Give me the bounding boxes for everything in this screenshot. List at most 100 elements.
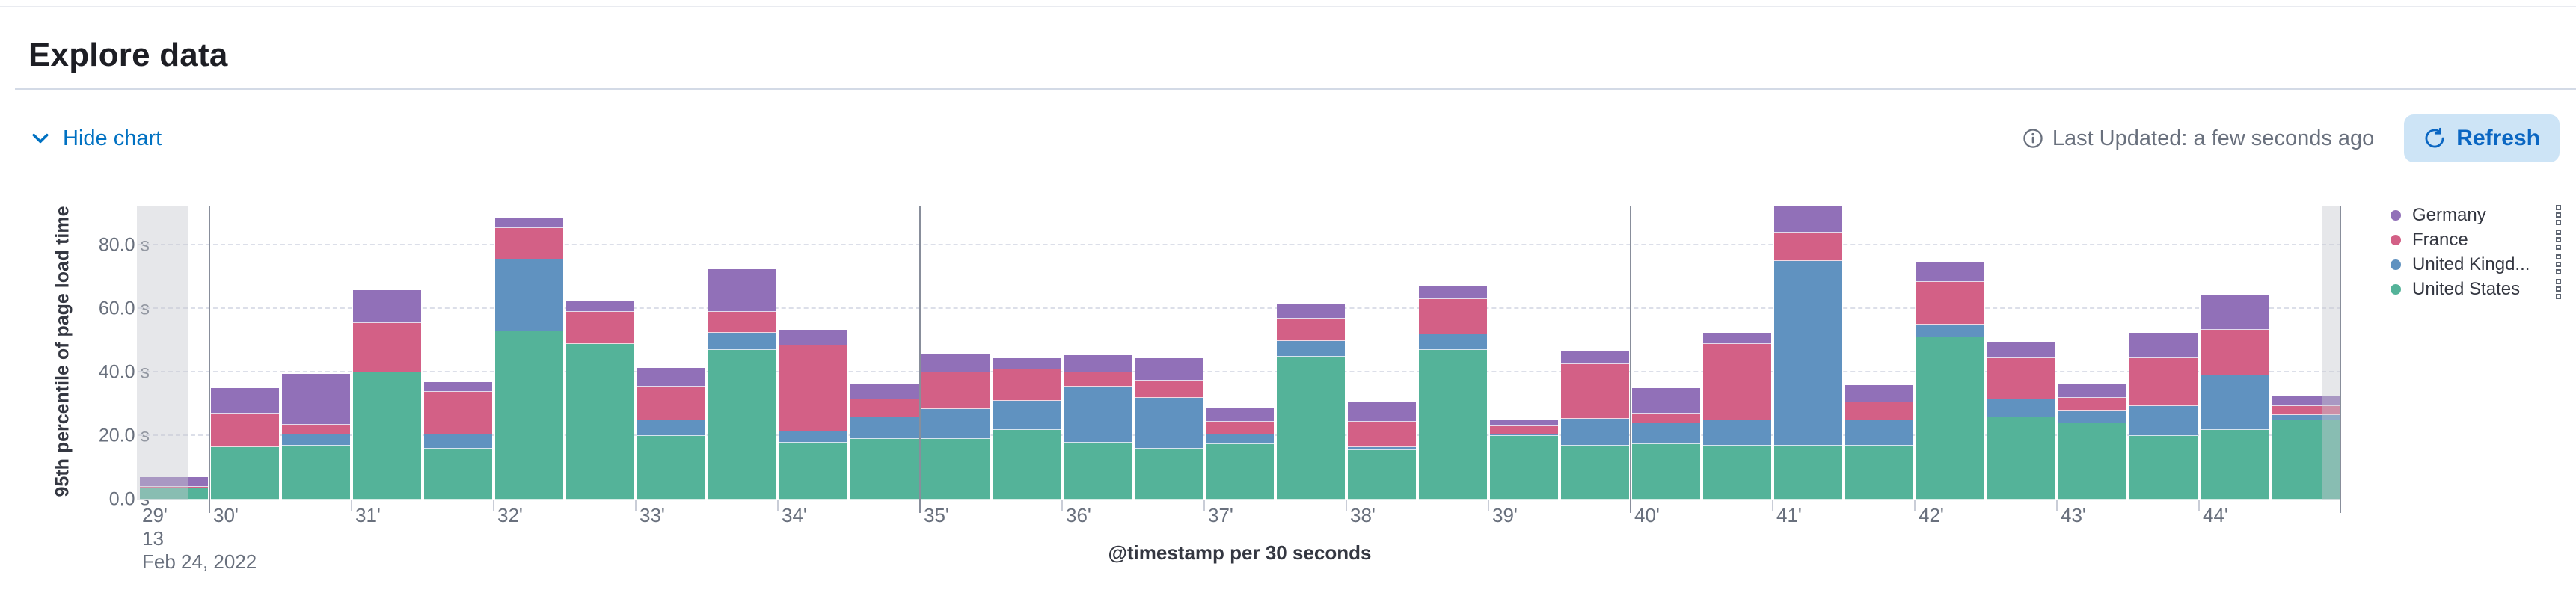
bar-segment-uk[interactable] — [1348, 446, 1416, 451]
bar-segment-fr[interactable] — [2129, 357, 2198, 406]
bar-segment-de[interactable] — [1916, 262, 1984, 282]
bar-segment-us[interactable] — [993, 429, 1061, 500]
legend-item[interactable]: United Kingd... — [2391, 252, 2563, 277]
bar-segment-fr[interactable] — [921, 372, 990, 409]
stacked-bar[interactable] — [1064, 354, 1132, 500]
bar-segment-us[interactable] — [2201, 429, 2269, 500]
bar-segment-us[interactable] — [1490, 436, 1558, 500]
bar-segment-fr[interactable] — [1490, 426, 1558, 434]
legend-actions-icon[interactable] — [2554, 228, 2563, 251]
bar-segment-fr[interactable] — [1277, 318, 1345, 341]
bar-segment-fr[interactable] — [1064, 372, 1132, 387]
bar-segment-de[interactable] — [1703, 332, 1771, 344]
bar-segment-de[interactable] — [495, 218, 563, 228]
stacked-bar[interactable] — [1774, 206, 1842, 500]
bar-segment-uk[interactable] — [1206, 434, 1274, 444]
stacked-bar[interactable] — [2129, 332, 2198, 500]
bar-segment-uk[interactable] — [2058, 411, 2126, 424]
bar-segment-de[interactable] — [140, 477, 208, 488]
bar-segment-de[interactable] — [779, 329, 847, 345]
bar-segment-fr[interactable] — [1419, 299, 1487, 335]
bar-segment-us[interactable] — [1916, 337, 1984, 500]
stacked-bar[interactable] — [353, 289, 421, 500]
bar-segment-de[interactable] — [566, 301, 634, 313]
bar-segment-fr[interactable] — [566, 312, 634, 344]
stacked-bar[interactable] — [708, 269, 776, 500]
bar-segment-de[interactable] — [424, 381, 492, 392]
stacked-bar[interactable] — [921, 353, 990, 500]
bar-segment-fr[interactable] — [2272, 405, 2340, 416]
bar-segment-fr[interactable] — [708, 312, 776, 333]
bar-segment-us[interactable] — [1419, 350, 1487, 500]
bar-segment-de[interactable] — [2201, 294, 2269, 330]
legend-item[interactable]: United States — [2391, 277, 2563, 301]
bar-segment-us[interactable] — [140, 488, 208, 500]
stacked-bar[interactable] — [1845, 385, 1913, 500]
bar-segment-us[interactable] — [2129, 436, 2198, 500]
bar-segment-fr[interactable] — [1987, 357, 2055, 400]
hide-chart-toggle[interactable]: Hide chart — [30, 126, 162, 151]
bar-segment-uk[interactable] — [1277, 340, 1345, 357]
bar-segment-us[interactable] — [779, 442, 847, 500]
stacked-bar[interactable] — [850, 383, 919, 500]
bar-segment-uk[interactable] — [993, 401, 1061, 430]
bar-segment-de[interactable] — [637, 367, 705, 387]
bar-segment-us[interactable] — [1703, 445, 1771, 500]
bar-segment-de[interactable] — [1774, 206, 1842, 233]
bar-segment-us[interactable] — [921, 439, 990, 500]
bar-segment-fr[interactable] — [353, 323, 421, 373]
bar-segment-de[interactable] — [1561, 351, 1629, 365]
stacked-bar[interactable] — [1348, 402, 1416, 500]
stacked-bar[interactable] — [495, 218, 563, 500]
bar-segment-de[interactable] — [1845, 385, 1913, 403]
stacked-bar[interactable] — [1419, 286, 1487, 500]
legend-actions-icon[interactable] — [2554, 277, 2563, 301]
bar-segment-us[interactable] — [1064, 442, 1132, 500]
stacked-bar[interactable] — [779, 329, 847, 500]
stacked-bar[interactable] — [1916, 262, 1984, 500]
bar-segment-de[interactable] — [1135, 357, 1203, 381]
bar-segment-uk[interactable] — [1987, 399, 2055, 417]
bar-segment-de[interactable] — [211, 388, 279, 414]
stacked-bar[interactable] — [993, 357, 1061, 500]
bar-segment-de[interactable] — [1064, 354, 1132, 373]
stacked-bar[interactable] — [1632, 388, 1700, 500]
bar-segment-de[interactable] — [1419, 286, 1487, 300]
bar-segment-de[interactable] — [353, 289, 421, 324]
bar-segment-de[interactable] — [2272, 396, 2340, 406]
bar-segment-fr[interactable] — [779, 345, 847, 431]
bar-segment-de[interactable] — [921, 353, 990, 373]
bar-segment-uk[interactable] — [495, 259, 563, 331]
stacked-bar[interactable] — [424, 381, 492, 500]
bar-segment-us[interactable] — [1206, 443, 1274, 500]
bar-segment-de[interactable] — [1632, 388, 1700, 414]
stacked-bar[interactable] — [282, 374, 350, 500]
legend-actions-icon[interactable] — [2554, 253, 2563, 276]
bar-segment-us[interactable] — [211, 446, 279, 500]
bar-segment-fr[interactable] — [637, 387, 705, 420]
bar-segment-fr[interactable] — [2058, 398, 2126, 411]
bar-segment-uk[interactable] — [1490, 434, 1558, 437]
bar-segment-de[interactable] — [1277, 304, 1345, 319]
legend-actions-icon[interactable] — [2554, 203, 2563, 227]
bar-segment-fr[interactable] — [1632, 414, 1700, 424]
bar-segment-de[interactable] — [282, 374, 350, 425]
bar-segment-us[interactable] — [1632, 443, 1700, 500]
bar-segment-us[interactable] — [850, 439, 919, 500]
bar-segment-uk[interactable] — [2201, 375, 2269, 430]
bar-segment-us[interactable] — [708, 350, 776, 500]
bar-segment-uk[interactable] — [637, 420, 705, 437]
bar-segment-uk[interactable] — [921, 408, 990, 440]
bar-segment-us[interactable] — [424, 449, 492, 500]
bar-segment-uk[interactable] — [850, 417, 919, 440]
bar-segment-us[interactable] — [1348, 450, 1416, 500]
stacked-bar[interactable] — [211, 388, 279, 500]
bar-segment-fr[interactable] — [424, 391, 492, 434]
bar-segment-us[interactable] — [637, 436, 705, 500]
bar-segment-fr[interactable] — [850, 399, 919, 417]
bar-segment-de[interactable] — [993, 357, 1061, 369]
bar-segment-fr[interactable] — [1206, 421, 1274, 434]
stacked-bar[interactable] — [2058, 383, 2126, 500]
bar-segment-fr[interactable] — [495, 227, 563, 260]
bar-segment-uk[interactable] — [282, 434, 350, 446]
